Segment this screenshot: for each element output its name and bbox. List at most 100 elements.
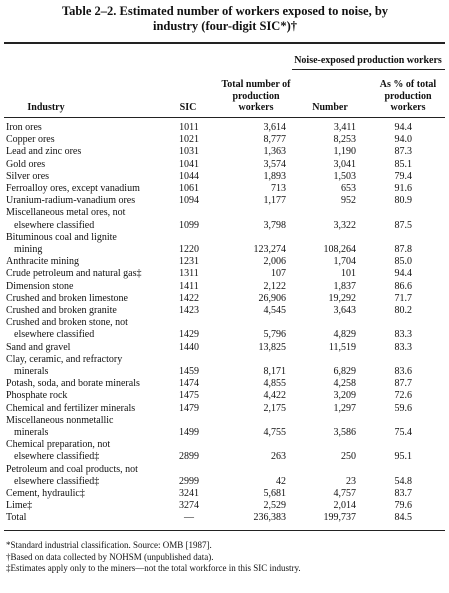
total-cell: 713 <box>271 183 286 194</box>
number-cell: 3,411 <box>333 122 356 133</box>
footnote: †Based on data collected by NOHSM (unpub… <box>6 551 214 562</box>
industry-cell: Phosphate rock <box>6 390 68 402</box>
percent-cell: 87.8 <box>394 244 413 255</box>
percent-cell: 86.6 <box>394 280 413 292</box>
percent-cell: 80.2 <box>394 305 413 316</box>
percent-cell: 87.5 <box>394 219 413 231</box>
column-header: SIC <box>179 102 197 113</box>
sic-cell: 1311 <box>179 268 199 280</box>
percent-cell: 79.6 <box>394 500 413 512</box>
number-cell: 1,190 <box>333 146 357 158</box>
number-cell: 3,322 <box>333 219 357 231</box>
industry-cell: minerals <box>14 366 49 377</box>
sic-cell: 1440 <box>179 341 199 353</box>
sic-cell: 1474 <box>179 378 199 390</box>
number-cell: 4,258 <box>333 378 357 390</box>
industry-cell: Miscellaneous nonmetallic <box>6 414 114 426</box>
percent-cell: 59.6 <box>394 402 413 414</box>
top-rule <box>4 42 445 44</box>
total-cell: 8,777 <box>263 134 287 146</box>
industry-cell: mining <box>14 244 43 255</box>
total-cell: 5,681 <box>263 488 287 499</box>
sic-cell: 1231 <box>179 256 199 268</box>
number-cell: 1,503 <box>333 170 357 182</box>
total-cell: 4,422 <box>263 390 287 402</box>
industry-cell: Sand and gravel <box>6 341 71 353</box>
total-cell: 1,893 <box>263 170 287 182</box>
industry-cell: Miscellaneous metal ores, not <box>6 207 126 219</box>
industry-cell: Crude petroleum and natural gas‡ <box>6 268 142 280</box>
percent-cell: 87.3 <box>394 146 413 158</box>
total-cell: 2,006 <box>263 256 287 268</box>
number-cell: 101 <box>341 268 356 280</box>
industry-cell: Bituminous coal and lignite <box>6 231 117 243</box>
industry-cell: Gold ores <box>6 158 46 170</box>
sic-cell: 3241 <box>179 488 199 499</box>
industry-cell: elsewhere classified <box>14 219 95 231</box>
total-cell: 107 <box>271 268 286 280</box>
percent-cell: 94.4 <box>394 122 413 133</box>
sic-cell: 1220 <box>179 244 199 255</box>
industry-cell: Clay, ceramic, and refractory <box>6 353 123 365</box>
sic-cell: 1411 <box>179 280 199 292</box>
number-cell: 3,586 <box>333 427 357 438</box>
number-cell: 108,264 <box>323 244 357 255</box>
industry-cell: elsewhere classified‡ <box>14 451 100 463</box>
number-cell: 8,253 <box>333 134 357 146</box>
number-cell: 23 <box>346 475 356 487</box>
total-cell: 3,614 <box>263 122 287 133</box>
percent-cell: 83.6 <box>394 366 413 377</box>
percent-cell: 71.7 <box>394 292 413 304</box>
total-cell: 236,383 <box>253 512 287 524</box>
sic-cell: 1422 <box>179 292 199 304</box>
industry-cell: Crushed and broken limestone <box>6 292 128 304</box>
sic-cell: 2999 <box>179 475 199 487</box>
percent-cell: 94.0 <box>394 134 413 146</box>
number-cell: 11,519 <box>328 341 356 353</box>
industry-cell: minerals <box>14 427 49 438</box>
industry-cell: Crushed and broken granite <box>6 305 117 316</box>
sic-cell: 1094 <box>179 195 199 207</box>
percent-cell: 83.3 <box>394 329 413 341</box>
industry-cell: Potash, soda, and borate minerals <box>6 378 140 390</box>
percent-cell: 83.3 <box>394 341 413 353</box>
column-header: As % of total production workers <box>379 79 437 113</box>
industry-cell: Dimension stone <box>6 280 74 292</box>
number-cell: 1,704 <box>333 256 357 268</box>
industry-cell: Crushed and broken stone, not <box>6 317 128 329</box>
industry-cell: Cement, hydraulic‡ <box>6 488 85 499</box>
percent-cell: 80.9 <box>394 195 413 207</box>
industry-cell: Iron ores <box>6 122 42 133</box>
number-cell: 952 <box>341 195 356 207</box>
industry-cell: Ferroalloy ores, except vanadium <box>6 183 140 194</box>
column-header: Number <box>312 102 348 113</box>
sic-cell: 3274 <box>179 500 199 512</box>
sic-cell: 1061 <box>179 183 199 194</box>
number-cell: 19,292 <box>328 292 357 304</box>
percent-cell: 79.4 <box>394 170 413 182</box>
number-cell: 4,757 <box>333 488 357 499</box>
total-cell: 42 <box>276 475 286 487</box>
sic-cell: 1479 <box>179 402 199 414</box>
number-cell: 653 <box>341 183 356 194</box>
sic-cell: 1429 <box>179 329 199 341</box>
bottom-rule <box>4 530 445 531</box>
percent-cell: 83.7 <box>394 488 413 499</box>
total-cell: 26,906 <box>258 292 287 304</box>
percent-cell: 84.5 <box>394 512 413 524</box>
industry-cell: Chemical preparation, not <box>6 439 111 451</box>
total-cell: 3,798 <box>263 219 287 231</box>
number-cell: 199,737 <box>323 512 357 524</box>
industry-cell: Chemical and fertilizer minerals <box>6 402 136 414</box>
sic-cell: 2899 <box>179 451 199 463</box>
number-cell: 3,209 <box>333 390 357 402</box>
sic-cell: 1031 <box>179 146 199 158</box>
industry-cell: Anthracite mining <box>6 256 80 268</box>
percent-cell: 75.4 <box>394 427 413 438</box>
industry-cell: elsewhere classified‡ <box>14 475 100 487</box>
table-title: Table 2–2. Estimated number of workers e… <box>61 4 389 33</box>
percent-cell: 91.6 <box>394 183 413 194</box>
sic-cell: 1011 <box>179 122 199 133</box>
sic-cell: — <box>184 512 194 524</box>
